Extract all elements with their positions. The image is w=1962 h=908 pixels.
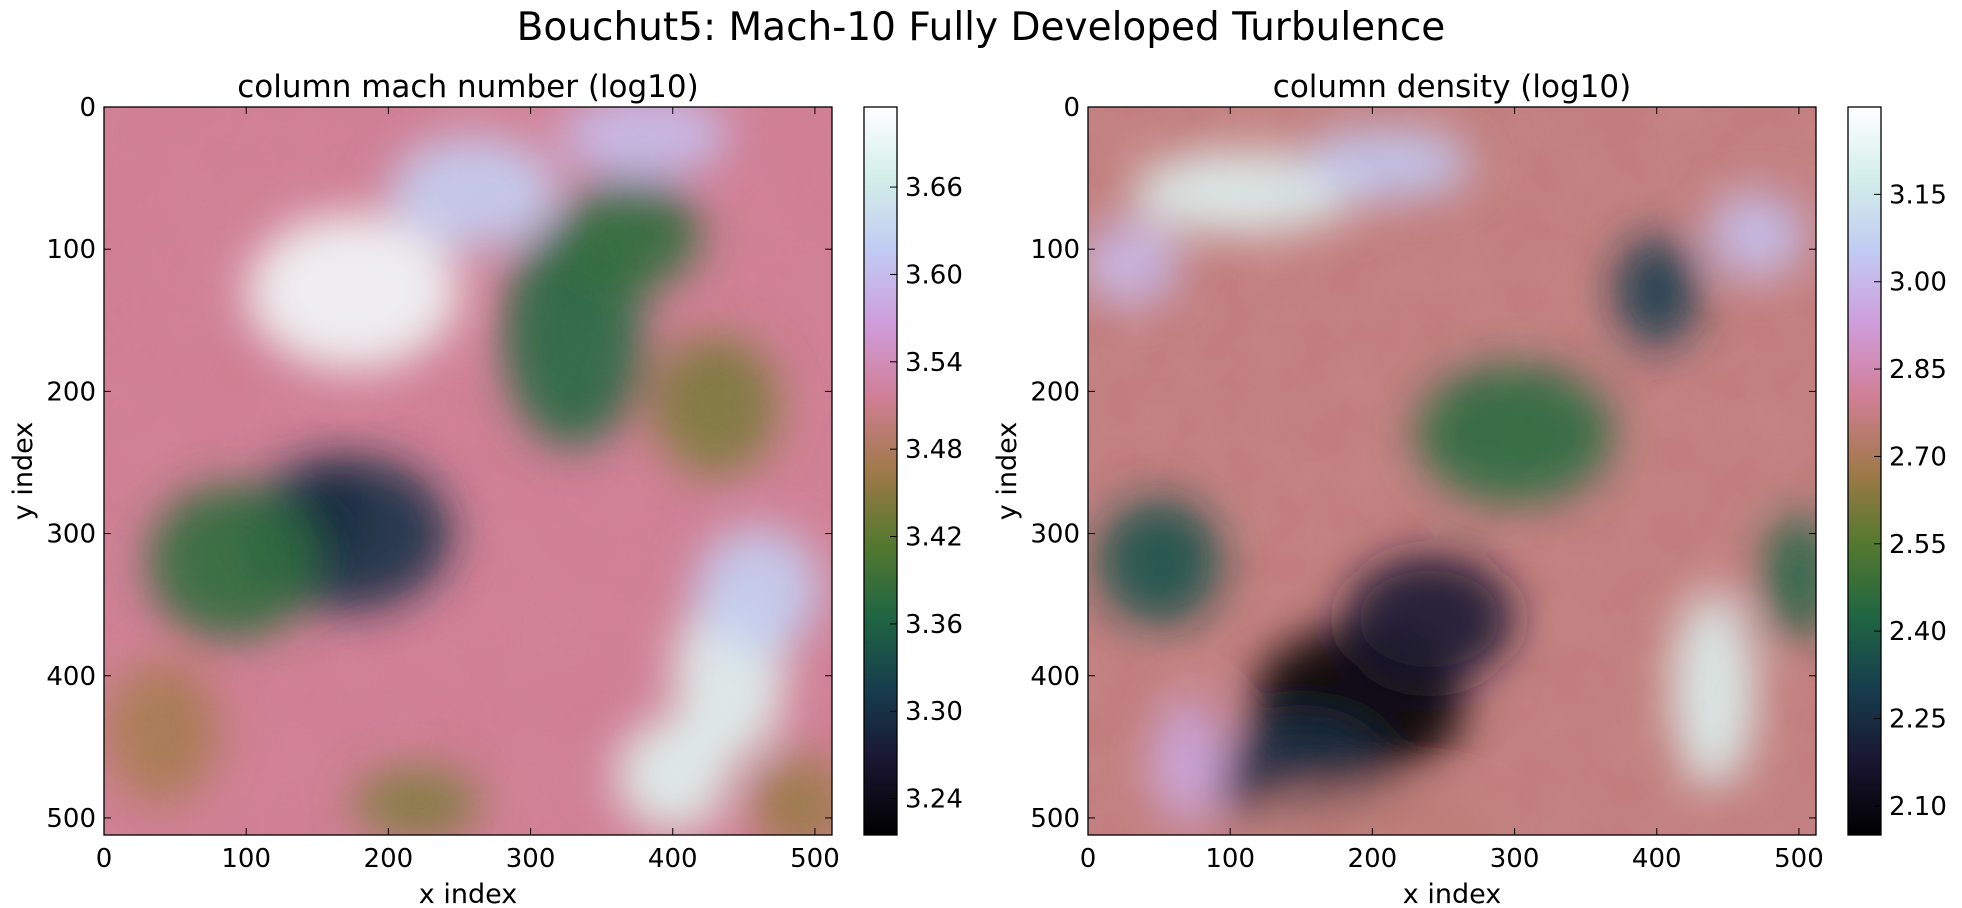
y-tick-label: 200 (1030, 377, 1080, 407)
y-tick-label: 0 (79, 93, 96, 123)
colorbar-tick-label: 2.55 (1889, 530, 1947, 560)
colorbar-gradient (1847, 106, 1882, 836)
panel-title: column mach number (log10) (237, 69, 698, 105)
colorbar-tick-label: 3.48 (905, 435, 963, 465)
axes-frame (103, 106, 833, 836)
colorbar: 3.24 3.30 3.36 3.42 3.48 3.54 3.60 3.66 (863, 106, 963, 836)
colorbar-gradient (863, 106, 898, 836)
y-tick-label: 0 (1063, 93, 1080, 123)
x-tick-label: 400 (1632, 844, 1682, 874)
plot-panels: column mach number (log10) 0 100 200 300 400 5… (8, 69, 1947, 908)
x-tick-label: 0 (96, 844, 113, 874)
x-tick-label: 300 (1490, 844, 1540, 874)
y-tick-label: 300 (46, 520, 96, 550)
panel-title: column density (log10) (1273, 69, 1631, 105)
y-axis-label: y index (8, 422, 39, 520)
panel-2: column density (log10)0 100 200 300 400 50001… (992, 69, 1947, 908)
colorbar: 2.10 2.25 2.40 2.55 2.70 2.85 3.00 3.15 (1847, 106, 1947, 836)
x-tick-label: 500 (790, 844, 840, 874)
colorbar-tick-label: 2.25 (1889, 705, 1947, 735)
x-axis-label: x index (1403, 879, 1501, 908)
y-tick-label: 400 (46, 662, 96, 692)
x-tick-label: 0 (1080, 844, 1097, 874)
colorbar-tick-label: 3.60 (905, 260, 963, 290)
y-tick-label: 100 (46, 235, 96, 265)
colorbar-tick-label: 3.36 (905, 610, 963, 640)
x-tick-label: 400 (648, 844, 698, 874)
y-tick-label: 100 (1030, 235, 1080, 265)
y-tick-label: 200 (46, 377, 96, 407)
x-tick-label: 100 (221, 844, 271, 874)
figure-title: Bouchut5: Mach-10 Fully Developed Turbul… (517, 5, 1446, 50)
colorbar-tick-label: 3.66 (905, 173, 963, 203)
colorbar-tick-label: 3.54 (905, 348, 963, 378)
y-tick-label: 500 (46, 804, 96, 834)
y-tick-label: 500 (1030, 804, 1080, 834)
heatmap-image (104, 107, 832, 835)
colorbar-tick-label: 2.70 (1889, 442, 1947, 472)
colorbar-tick-label: 3.00 (1889, 268, 1947, 298)
colorbar-tick-label: 3.42 (905, 523, 963, 553)
colorbar-tick-label: 3.15 (1889, 180, 1947, 210)
x-tick-label: 300 (506, 844, 556, 874)
colorbar-tick-label: 3.24 (905, 785, 963, 815)
colorbar-tick-label: 3.30 (905, 697, 963, 727)
colorbar-tick-label: 2.10 (1889, 792, 1947, 822)
axes-frame (1087, 106, 1817, 836)
y-axis-label: y index (992, 422, 1023, 520)
colorbar-tick-label: 2.40 (1889, 617, 1947, 647)
heatmap-image (1088, 107, 1816, 835)
y-tick-label: 300 (1030, 520, 1080, 550)
x-tick-label: 100 (1205, 844, 1255, 874)
x-tick-label: 200 (1348, 844, 1398, 874)
x-tick-label: 200 (364, 844, 414, 874)
x-axis-label: x index (419, 879, 517, 908)
x-tick-label: 500 (1774, 844, 1824, 874)
colorbar-tick-label: 2.85 (1889, 355, 1947, 385)
y-tick-label: 400 (1030, 662, 1080, 692)
panel-1: column mach number (log10) 0 100 200 300 400 5… (8, 69, 963, 908)
